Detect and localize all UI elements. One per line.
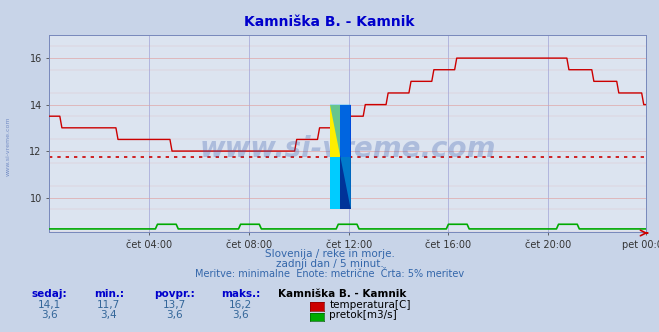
Text: temperatura[C]: temperatura[C] xyxy=(330,300,411,310)
Text: www.si-vreme.com: www.si-vreme.com xyxy=(200,135,496,163)
Text: pretok[m3/s]: pretok[m3/s] xyxy=(330,310,397,320)
Text: 14,1: 14,1 xyxy=(38,300,61,310)
Text: 3,6: 3,6 xyxy=(41,310,58,320)
Text: Kamniška B. - Kamnik: Kamniška B. - Kamnik xyxy=(244,15,415,29)
Bar xyxy=(340,157,351,209)
Text: 13,7: 13,7 xyxy=(163,300,186,310)
Text: 3,6: 3,6 xyxy=(166,310,183,320)
Text: Slovenija / reke in morje.: Slovenija / reke in morje. xyxy=(264,249,395,259)
Text: sedaj:: sedaj: xyxy=(32,289,67,299)
Text: maks.:: maks.: xyxy=(221,289,260,299)
Polygon shape xyxy=(330,105,351,209)
Text: Meritve: minimalne  Enote: metrične  Črta: 5% meritev: Meritve: minimalne Enote: metrične Črta:… xyxy=(195,269,464,279)
Text: www.si-vreme.com: www.si-vreme.com xyxy=(5,116,11,176)
Text: 3,4: 3,4 xyxy=(100,310,117,320)
Bar xyxy=(330,105,340,157)
Bar xyxy=(330,157,340,209)
Text: 16,2: 16,2 xyxy=(229,300,252,310)
Text: povpr.:: povpr.: xyxy=(154,289,195,299)
Bar xyxy=(340,105,351,157)
Text: min.:: min.: xyxy=(94,289,124,299)
Text: Kamniška B. - Kamnik: Kamniška B. - Kamnik xyxy=(279,289,407,299)
Text: zadnji dan / 5 minut.: zadnji dan / 5 minut. xyxy=(275,259,384,269)
Text: 3,6: 3,6 xyxy=(232,310,249,320)
Text: 11,7: 11,7 xyxy=(97,300,121,310)
